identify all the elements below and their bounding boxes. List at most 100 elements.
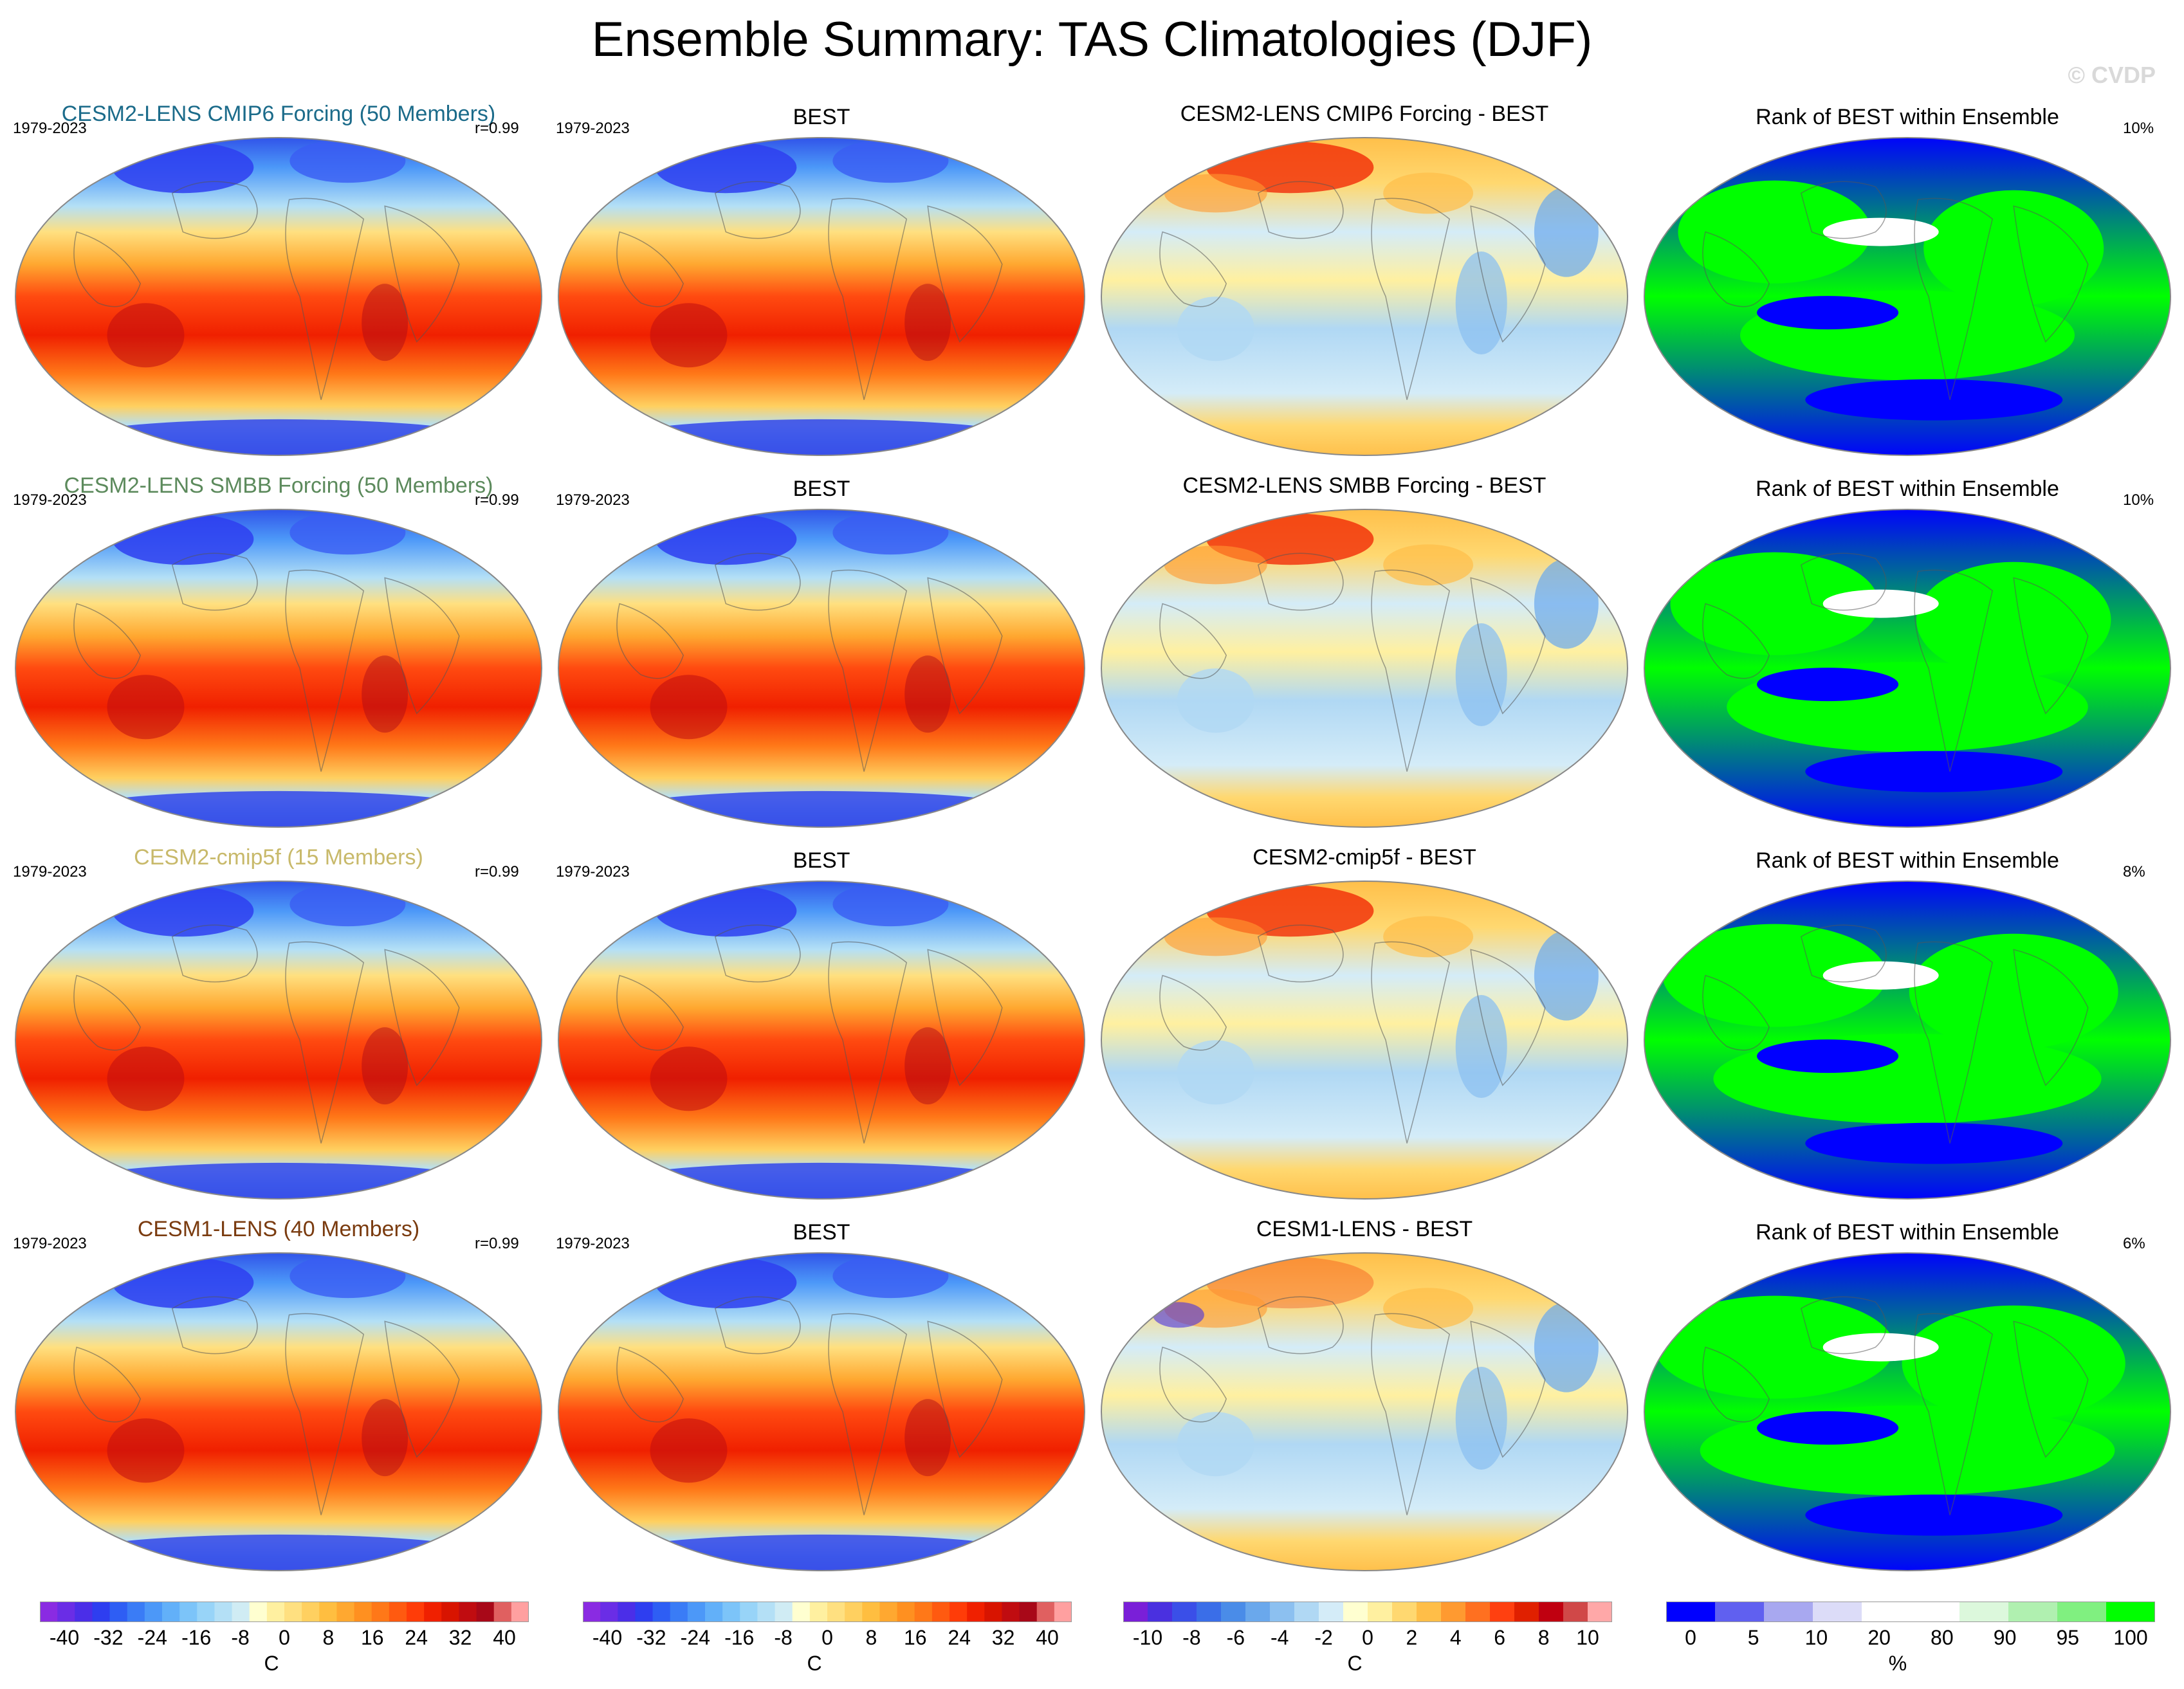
rank-high-patch xyxy=(1902,1305,2125,1421)
colorbar-swatch xyxy=(1172,1602,1197,1622)
coastline xyxy=(2013,577,2089,715)
colorbar-swatch xyxy=(1490,1602,1515,1622)
pattern-correlation: r=0.99 xyxy=(475,120,519,137)
colorbar-tick-label: -32 xyxy=(636,1626,666,1649)
cold-bias-australia xyxy=(1177,1040,1254,1105)
colorbar-unit: % xyxy=(1888,1652,1907,1675)
rank-mid-patch xyxy=(1822,217,1939,246)
globe-outline xyxy=(1644,137,2171,456)
diff-panel-title: CESM1-LENS - BEST xyxy=(1256,1217,1473,1241)
cold-region-america xyxy=(289,882,406,927)
obs-field xyxy=(558,138,1085,455)
colorbar-swatch xyxy=(1002,1602,1020,1622)
coastline xyxy=(1159,974,1227,1051)
colorbar-swatch xyxy=(914,1602,933,1622)
cold-bias-europe xyxy=(1534,1302,1599,1392)
model-period: 1979-2023 xyxy=(13,491,87,509)
coastline xyxy=(828,569,908,772)
coastline xyxy=(1257,924,1344,983)
cold-region-asia xyxy=(655,142,797,194)
rank-panel-title: Rank of BEST within Ensemble xyxy=(1756,1220,2059,1245)
coastline xyxy=(1800,924,1887,983)
rank-high-patch xyxy=(1916,561,2111,678)
warm-region-australia xyxy=(650,675,728,740)
coastline xyxy=(2013,1320,2089,1458)
colorbar-tick-label: -40 xyxy=(49,1626,80,1649)
rank-map xyxy=(1642,1250,2173,1573)
coastline xyxy=(927,577,1003,715)
colorbar-swatch xyxy=(1514,1602,1539,1622)
colorbar-tick-label: -32 xyxy=(93,1626,124,1649)
warm-region-south-america xyxy=(362,1399,408,1477)
obs-panel-title: BEST xyxy=(793,848,850,873)
model-period: 1979-2023 xyxy=(13,1235,87,1252)
diff-map xyxy=(1099,879,1630,1201)
obs-map xyxy=(556,1250,1087,1573)
colorbar-swatch xyxy=(652,1602,671,1622)
warm-bias-america xyxy=(1383,916,1474,958)
cold-region-antarctica xyxy=(590,1162,1053,1199)
colorbar-swatch xyxy=(302,1602,320,1622)
obs-period: 1979-2023 xyxy=(556,863,630,881)
colorbar-swatch xyxy=(75,1602,93,1622)
coastline xyxy=(384,1320,460,1458)
colorbar-tick-label: 10 xyxy=(1576,1626,1599,1649)
warm-region-south-america xyxy=(904,655,951,733)
colorbar-tick-label: 24 xyxy=(405,1626,428,1649)
colorbar-swatch xyxy=(635,1602,654,1622)
obs-panel-title: BEST xyxy=(793,477,850,501)
warm-region-south-america xyxy=(904,1399,951,1477)
colorbar xyxy=(40,1602,529,1622)
colorbar xyxy=(1123,1602,1612,1622)
colorbar-swatch xyxy=(40,1602,58,1622)
coastline xyxy=(1470,1320,1546,1458)
model-field xyxy=(15,881,542,1199)
rank-panel-title: Rank of BEST within Ensemble xyxy=(1756,477,2059,501)
coastline xyxy=(828,197,908,400)
warm-region-south-america xyxy=(904,1027,951,1105)
colorbar-tick-label: -6 xyxy=(1226,1626,1245,1649)
cold-bias-europe xyxy=(1534,187,1599,277)
colorbar-swatch xyxy=(92,1602,111,1622)
warm-region-south-america xyxy=(362,1027,408,1105)
cold-region-asia xyxy=(112,142,254,194)
coastline xyxy=(714,181,801,239)
pattern-correlation: r=0.99 xyxy=(475,1235,519,1252)
colorbar-swatch xyxy=(1270,1602,1295,1622)
colorbar-tick-label: 100 xyxy=(2113,1626,2148,1649)
cold-region-antarctica xyxy=(47,1162,510,1199)
coastline xyxy=(1470,577,1546,715)
colorbar-tick-label: -4 xyxy=(1270,1626,1289,1649)
coastline xyxy=(171,552,258,611)
colorbar-swatch xyxy=(1343,1602,1368,1622)
colorbar-swatch xyxy=(389,1602,407,1622)
model-field xyxy=(15,509,542,827)
rank-low-patch xyxy=(1757,1039,1899,1073)
colorbar-swatch xyxy=(583,1602,601,1622)
colorbar-tick-label: -2 xyxy=(1314,1626,1333,1649)
diff-panel-title: CESM2-LENS CMIP6 Forcing - BEST xyxy=(1180,102,1549,126)
rank-low-patch xyxy=(1757,296,1899,330)
rank-low-patch xyxy=(1757,1411,1899,1445)
colorbar-swatch xyxy=(1563,1602,1588,1622)
warm-region-australia xyxy=(107,675,185,740)
colorbar-tick-label: 32 xyxy=(991,1626,1015,1649)
colorbar-swatch xyxy=(407,1602,425,1622)
colorbar-swatch xyxy=(232,1602,250,1622)
coastline xyxy=(1800,552,1887,611)
coastline xyxy=(1159,231,1227,307)
colorbar-tick-label: 16 xyxy=(904,1626,927,1649)
coastline xyxy=(1800,181,1887,239)
globe-outline xyxy=(1644,1252,2171,1571)
coastline xyxy=(73,603,142,679)
rank-map xyxy=(1642,879,2173,1201)
globe-outline xyxy=(558,137,1085,456)
rank-high-patch xyxy=(1700,1405,2115,1496)
cold-region-asia xyxy=(112,513,254,565)
colorbar-swatch xyxy=(827,1602,845,1622)
cold-region-america xyxy=(832,139,949,183)
colorbar-border xyxy=(40,1602,529,1622)
colorbar-tick-label: 0 xyxy=(279,1626,290,1649)
colorbar-unit: C xyxy=(807,1652,822,1675)
coastline xyxy=(616,603,684,679)
